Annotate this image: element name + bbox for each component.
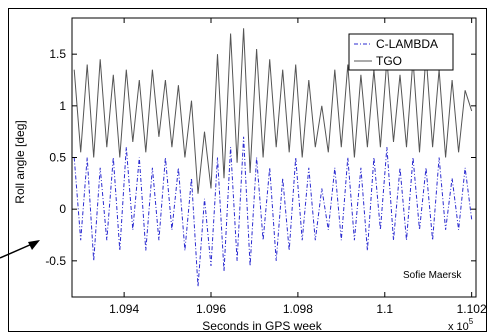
x-tick-label: 1.1 <box>376 302 393 316</box>
series-layer <box>73 28 473 287</box>
x-tick-label: 1.098 <box>283 302 313 316</box>
ticks-layer: 1.094 1.096 1.098 1.1 1.102 -0.5 0 0.5 1 1.5 <box>45 18 487 316</box>
annotation-vessel: Sofie Maersk <box>403 270 462 281</box>
y-tick-label: 0.5 <box>49 151 66 165</box>
y-axis-label: Roll angle [deg] <box>13 120 27 203</box>
x-multiplier: x 105 <box>448 317 474 333</box>
legend: C-LAMBDA TGO <box>348 33 454 71</box>
legend-label-c-lambda: C-LAMBDA <box>376 37 438 51</box>
legend-box <box>348 33 454 71</box>
y-tick-label: 0 <box>59 202 66 216</box>
x-tick-label: 1.102 <box>457 302 487 316</box>
y-tick-label: 1 <box>59 99 66 113</box>
y-tick-label: 1.5 <box>49 47 66 61</box>
callout-arrow <box>0 240 40 259</box>
x-tick-label: 1.096 <box>196 302 226 316</box>
series-line-c-lambda <box>73 136 473 287</box>
y-tick-label: -0.5 <box>45 254 66 268</box>
x-tick-label: 1.094 <box>109 302 139 316</box>
figure-border <box>8 8 487 332</box>
legend-label-tgo: TGO <box>376 54 402 68</box>
x-axis-label: Seconds in GPS week <box>202 319 322 333</box>
series-line-tgo <box>73 28 473 194</box>
